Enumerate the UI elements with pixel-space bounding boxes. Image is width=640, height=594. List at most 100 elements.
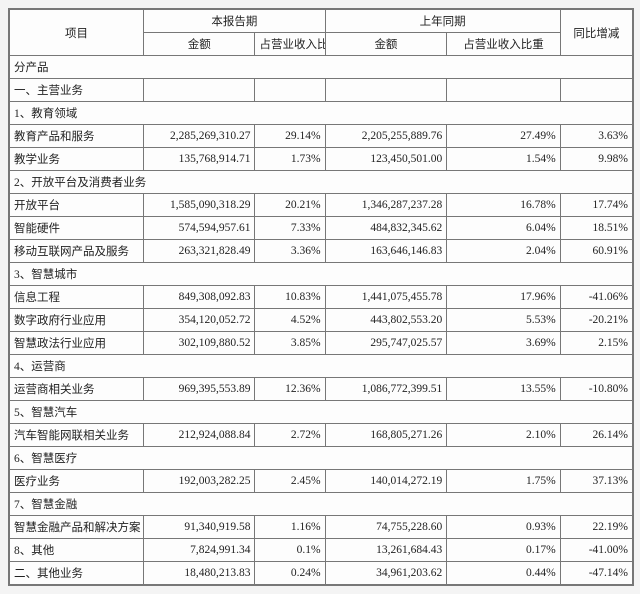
- cell-amount-prev: 484,832,345.62: [325, 217, 447, 240]
- table-row: 开放平台 1,585,090,318.29 20.21% 1,346,287,2…: [10, 194, 633, 217]
- cell-pct-prev: 1.75%: [447, 470, 560, 493]
- cell-amount-curr: 2,285,269,310.27: [144, 125, 255, 148]
- cell-amount-prev: 1,441,075,455.78: [325, 286, 447, 309]
- cell-pct-prev: 6.04%: [447, 217, 560, 240]
- table-row: 教学业务 135,768,914.71 1.73% 123,450,501.00…: [10, 148, 633, 171]
- table-row: 汽车智能网联相关业务 212,924,088.84 2.72% 168,805,…: [10, 424, 633, 447]
- cell-pct-prev: 0.44%: [447, 562, 560, 585]
- cell-yoy: 60.91%: [560, 240, 632, 263]
- th-prev-pct: 占营业收入比重: [447, 33, 560, 56]
- cell-yoy: -41.00%: [560, 539, 632, 562]
- cell-yoy: 9.98%: [560, 148, 632, 171]
- section-med: 6、智慧医疗: [10, 447, 633, 470]
- th-item: 项目: [10, 10, 144, 56]
- cell-amount-curr: 212,924,088.84: [144, 424, 255, 447]
- cell-pct-prev: 1.54%: [447, 148, 560, 171]
- cell-yoy: -10.80%: [560, 378, 632, 401]
- section-main-biz: 一、主营业务: [10, 79, 144, 102]
- cell-yoy: 22.19%: [560, 516, 632, 539]
- th-prev-period: 上年同期: [325, 10, 560, 33]
- row-label: 数字政府行业应用: [10, 309, 144, 332]
- section-fin: 7、智慧金融: [10, 493, 633, 516]
- cell-pct-curr: 3.36%: [255, 240, 325, 263]
- cell-yoy: -47.14%: [560, 562, 632, 585]
- cell-amount-curr: 969,395,553.89: [144, 378, 255, 401]
- table-row: 智慧金融产品和解决方案 91,340,919.58 1.16% 74,755,2…: [10, 516, 633, 539]
- row-label: 智能硬件: [10, 217, 144, 240]
- section-other-products: 8、其他: [10, 539, 144, 562]
- th-current-period: 本报告期: [144, 10, 326, 33]
- cell-pct-prev: 0.17%: [447, 539, 560, 562]
- cell-pct-prev: 27.49%: [447, 125, 560, 148]
- cell-pct-prev: 13.55%: [447, 378, 560, 401]
- cell-pct-prev: 0.93%: [447, 516, 560, 539]
- cell-amount-curr: 7,824,991.34: [144, 539, 255, 562]
- cell-amount-prev: 123,450,501.00: [325, 148, 447, 171]
- cell-amount-prev: 443,802,553.20: [325, 309, 447, 332]
- cell-yoy: 18.51%: [560, 217, 632, 240]
- row-label: 智慧金融产品和解决方案: [10, 516, 144, 539]
- row-label: 智慧政法行业应用: [10, 332, 144, 355]
- cell-pct-prev: 2.04%: [447, 240, 560, 263]
- cell-pct-prev: 17.96%: [447, 286, 560, 309]
- cell-amount-prev: 295,747,025.57: [325, 332, 447, 355]
- cell-amount-curr: 354,120,052.72: [144, 309, 255, 332]
- cell-pct-curr: 3.85%: [255, 332, 325, 355]
- blank-cell: [255, 79, 325, 102]
- table-row: 数字政府行业应用 354,120,052.72 4.52% 443,802,55…: [10, 309, 633, 332]
- cell-pct-curr: 1.73%: [255, 148, 325, 171]
- cell-pct-curr: 0.1%: [255, 539, 325, 562]
- cell-amount-curr: 135,768,914.71: [144, 148, 255, 171]
- table-row: 医疗业务 192,003,282.25 2.45% 140,014,272.19…: [10, 470, 633, 493]
- row-label: 运营商相关业务: [10, 378, 144, 401]
- financial-table: 项目 本报告期 上年同期 同比增减 金额 占营业收入比重 金额 占营业收入比重 …: [9, 9, 633, 585]
- cell-yoy: 2.15%: [560, 332, 632, 355]
- cell-amount-curr: 18,480,213.83: [144, 562, 255, 585]
- blank-cell: [447, 79, 560, 102]
- cell-amount-prev: 13,261,684.43: [325, 539, 447, 562]
- blank-cell: [560, 79, 632, 102]
- section-by-product: 分产品: [10, 56, 633, 79]
- cell-amount-curr: 192,003,282.25: [144, 470, 255, 493]
- cell-yoy: -20.21%: [560, 309, 632, 332]
- section-carrier: 4、运营商: [10, 355, 633, 378]
- cell-yoy: 26.14%: [560, 424, 632, 447]
- cell-amount-prev: 163,646,146.83: [325, 240, 447, 263]
- row-label: 教育产品和服务: [10, 125, 144, 148]
- cell-amount-prev: 74,755,228.60: [325, 516, 447, 539]
- cell-amount-prev: 2,205,255,889.76: [325, 125, 447, 148]
- table-row: 8、其他 7,824,991.34 0.1% 13,261,684.43 0.1…: [10, 539, 633, 562]
- cell-amount-prev: 1,346,287,237.28: [325, 194, 447, 217]
- th-curr-pct: 占营业收入比重: [255, 33, 325, 56]
- cell-amount-prev: 140,014,272.19: [325, 470, 447, 493]
- cell-pct-curr: 10.83%: [255, 286, 325, 309]
- table-row: 智慧政法行业应用 302,109,880.52 3.85% 295,747,02…: [10, 332, 633, 355]
- cell-pct-curr: 29.14%: [255, 125, 325, 148]
- cell-pct-curr: 12.36%: [255, 378, 325, 401]
- cell-amount-curr: 263,321,828.49: [144, 240, 255, 263]
- cell-amount-prev: 168,805,271.26: [325, 424, 447, 447]
- cell-pct-prev: 3.69%: [447, 332, 560, 355]
- cell-amount-prev: 34,961,203.62: [325, 562, 447, 585]
- cell-pct-curr: 1.16%: [255, 516, 325, 539]
- cell-pct-curr: 7.33%: [255, 217, 325, 240]
- row-label: 汽车智能网联相关业务: [10, 424, 144, 447]
- row-label: 开放平台: [10, 194, 144, 217]
- cell-amount-curr: 574,594,957.61: [144, 217, 255, 240]
- cell-amount-curr: 302,109,880.52: [144, 332, 255, 355]
- th-curr-amount: 金额: [144, 33, 255, 56]
- cell-pct-curr: 20.21%: [255, 194, 325, 217]
- section-other-biz: 二、其他业务: [10, 562, 144, 585]
- cell-pct-prev: 2.10%: [447, 424, 560, 447]
- section-city: 3、智慧城市: [10, 263, 633, 286]
- cell-amount-curr: 849,308,092.83: [144, 286, 255, 309]
- cell-pct-curr: 2.45%: [255, 470, 325, 493]
- blank-cell: [144, 79, 255, 102]
- financial-table-container: 项目 本报告期 上年同期 同比增减 金额 占营业收入比重 金额 占营业收入比重 …: [8, 8, 634, 586]
- cell-yoy: 37.13%: [560, 470, 632, 493]
- table-row: 运营商相关业务 969,395,553.89 12.36% 1,086,772,…: [10, 378, 633, 401]
- cell-amount-curr: 91,340,919.58: [144, 516, 255, 539]
- table-row: 二、其他业务 18,480,213.83 0.24% 34,961,203.62…: [10, 562, 633, 585]
- cell-amount-curr: 1,585,090,318.29: [144, 194, 255, 217]
- row-label: 教学业务: [10, 148, 144, 171]
